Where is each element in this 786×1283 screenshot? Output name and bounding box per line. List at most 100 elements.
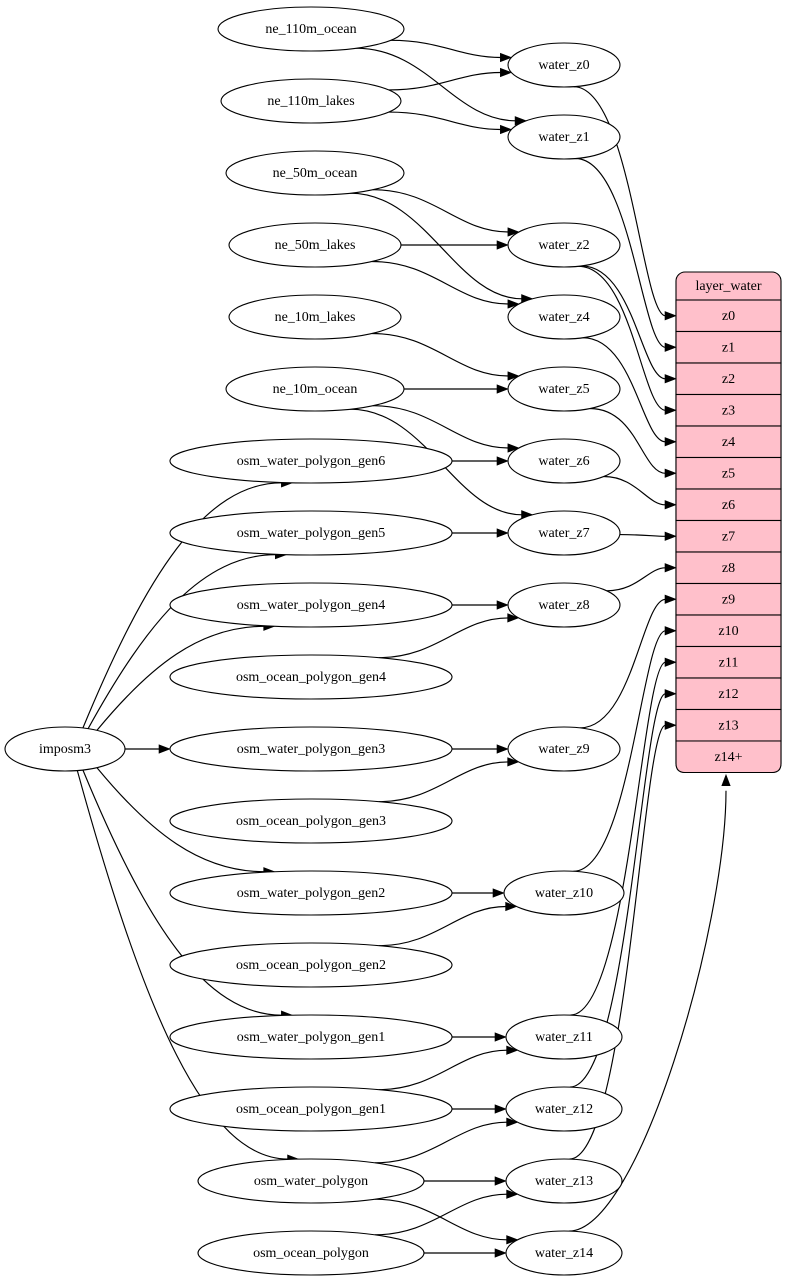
node-osm_ocean_polygon_gen1[interactable]: osm_ocean_polygon_gen1 (169, 1086, 453, 1132)
node-water_z9[interactable]: water_z9 (507, 726, 621, 772)
node-ellipse[interactable] (228, 222, 402, 268)
node-ne_50m_ocean[interactable]: ne_50m_ocean (225, 150, 405, 196)
table-row[interactable] (675, 425, 782, 459)
node-ellipse[interactable] (169, 438, 453, 484)
node-water_z11[interactable]: water_z11 (505, 1014, 623, 1060)
arrowhead (507, 613, 520, 623)
node-water_z0[interactable]: water_z0 (507, 42, 621, 88)
node-ellipse[interactable] (507, 366, 621, 412)
node-label: water_z9 (538, 742, 589, 757)
node-label: osm_ocean_polygon (253, 1246, 369, 1261)
node-osm_water_polygon_gen2[interactable]: osm_water_polygon_gen2 (169, 870, 453, 916)
table-row-label: z7 (722, 529, 735, 544)
node-osm_ocean_polygon_gen2[interactable]: osm_ocean_polygon_gen2 (169, 942, 453, 988)
edge (388, 67, 513, 91)
node-osm_water_polygon_gen3[interactable]: osm_water_polygon_gen3 (169, 726, 453, 772)
node-ellipse[interactable] (169, 654, 453, 700)
node-ne_50m_lakes[interactable]: ne_50m_lakes (228, 222, 402, 268)
table-row-label: z8 (722, 561, 735, 576)
node-ellipse[interactable] (505, 1230, 623, 1276)
node-ellipse[interactable] (507, 222, 621, 268)
node-ellipse[interactable] (169, 942, 453, 988)
node-ne_110m_ocean[interactable]: ne_110m_ocean (217, 6, 405, 52)
arrowhead (496, 528, 509, 538)
node-ellipse[interactable] (507, 42, 621, 88)
node-ellipse[interactable] (169, 582, 453, 628)
node-ellipse[interactable] (507, 438, 621, 484)
table-row-label: z12 (718, 687, 738, 702)
table-row[interactable] (675, 362, 782, 396)
table-row[interactable] (675, 330, 782, 364)
node-ellipse[interactable] (225, 150, 405, 196)
node-water_z13[interactable]: water_z13 (505, 1158, 623, 1204)
table-row[interactable] (675, 456, 782, 490)
edge-path (569, 724, 667, 1160)
node-osm_ocean_polygon[interactable]: osm_ocean_polygon (197, 1230, 425, 1276)
table-row[interactable] (675, 519, 782, 553)
node-ellipse[interactable] (197, 1158, 425, 1204)
node-ellipse[interactable] (507, 114, 621, 160)
node-osm_ocean_polygon_gen3[interactable]: osm_ocean_polygon_gen3 (169, 798, 453, 844)
edge-path (87, 554, 276, 729)
node-ellipse[interactable] (169, 726, 453, 772)
node-ellipse[interactable] (169, 870, 453, 916)
node-ellipse[interactable] (507, 294, 621, 340)
edge-path (603, 475, 666, 506)
node-ellipse[interactable] (505, 1158, 623, 1204)
node-ellipse[interactable] (507, 726, 621, 772)
node-ellipse[interactable] (507, 510, 621, 556)
node-ellipse[interactable] (169, 798, 453, 844)
node-water_z14[interactable]: water_z14 (505, 1230, 623, 1276)
node-ellipse[interactable] (505, 1086, 623, 1132)
table-row[interactable] (675, 677, 782, 711)
node-ellipse[interactable] (217, 6, 405, 52)
edge (452, 456, 509, 466)
node-ne_110m_lakes[interactable]: ne_110m_lakes (220, 78, 402, 124)
node-ellipse[interactable] (4, 726, 126, 772)
node-water_z1[interactable]: water_z1 (507, 114, 621, 160)
node-ellipse[interactable] (197, 1230, 425, 1276)
node-water_z2[interactable]: water_z2 (507, 222, 621, 268)
table-row[interactable] (675, 488, 782, 522)
node-ellipse[interactable] (225, 366, 405, 412)
node-osm_water_polygon_gen1[interactable]: osm_water_polygon_gen1 (169, 1014, 453, 1060)
node-ne_10m_lakes[interactable]: ne_10m_lakes (228, 294, 402, 340)
arrowhead (506, 1189, 519, 1199)
node-ellipse[interactable] (169, 1014, 453, 1060)
node-ellipse[interactable] (169, 1086, 453, 1132)
node-water_z10[interactable]: water_z10 (503, 870, 625, 916)
table-row[interactable] (675, 582, 782, 616)
edge (388, 111, 513, 135)
table-row[interactable] (675, 740, 782, 774)
node-ellipse[interactable] (505, 1014, 623, 1060)
node-label: osm_ocean_polygon_gen1 (236, 1102, 386, 1117)
edge (452, 600, 509, 610)
node-ellipse[interactable] (507, 582, 621, 628)
node-water_z7[interactable]: water_z7 (507, 510, 621, 556)
node-ellipse[interactable] (228, 294, 402, 340)
node-label: water_z7 (538, 526, 589, 541)
table-row[interactable] (675, 393, 782, 427)
table-row-label: z2 (722, 372, 735, 387)
node-osm_water_polygon_gen5[interactable]: osm_water_polygon_gen5 (169, 510, 453, 556)
node-water_z12[interactable]: water_z12 (505, 1086, 623, 1132)
node-ellipse[interactable] (220, 78, 402, 124)
node-water_z4[interactable]: water_z4 (507, 294, 621, 340)
table-row[interactable] (675, 614, 782, 648)
edge (603, 475, 677, 510)
edge (371, 260, 520, 309)
node-osm_water_polygon_gen6[interactable]: osm_water_polygon_gen6 (169, 438, 453, 484)
edge-path (349, 192, 523, 300)
node-ellipse[interactable] (169, 510, 453, 556)
node-label: water_z8 (538, 598, 589, 613)
node-ne_10m_ocean[interactable]: ne_10m_ocean (225, 366, 405, 412)
node-osm_ocean_polygon_gen4[interactable]: osm_ocean_polygon_gen4 (169, 654, 453, 700)
node-water_z5[interactable]: water_z5 (507, 366, 621, 412)
node-ellipse[interactable] (503, 870, 625, 916)
node-imposm3[interactable]: imposm3 (4, 726, 126, 772)
node-water_z6[interactable]: water_z6 (507, 438, 621, 484)
node-osm_water_polygon_gen4[interactable]: osm_water_polygon_gen4 (169, 582, 453, 628)
node-water_z8[interactable]: water_z8 (507, 582, 621, 628)
node-osm_water_polygon[interactable]: osm_water_polygon (197, 1158, 425, 1204)
table-row[interactable] (675, 708, 782, 742)
